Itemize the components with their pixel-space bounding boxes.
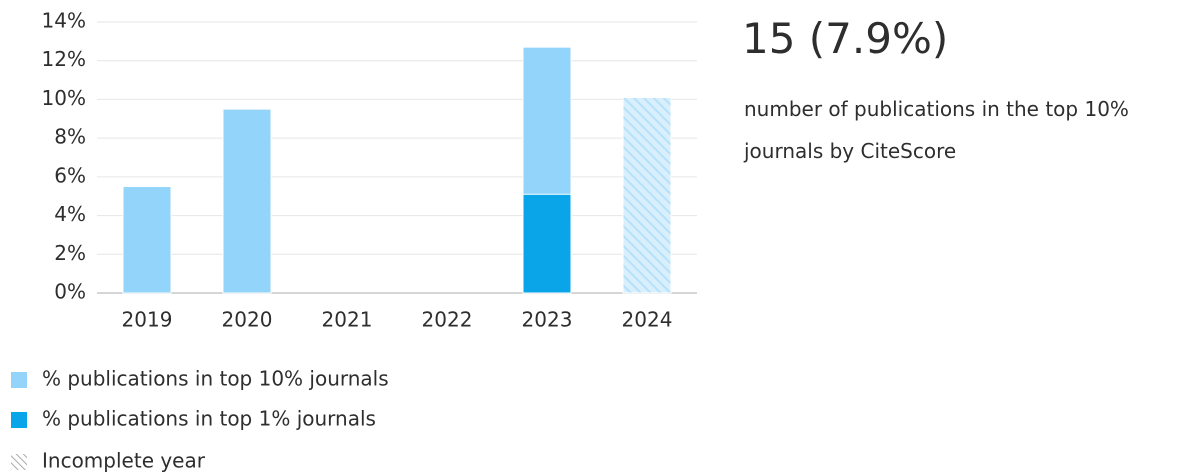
bar: [522, 193, 572, 294]
y-tick-label: 0%: [54, 280, 86, 304]
y-tick-label: 14%: [42, 9, 86, 33]
x-tick-label: 2023: [522, 308, 573, 332]
legend-swatch: [11, 412, 27, 428]
bar: [122, 186, 172, 294]
bar: [222, 108, 272, 294]
legend-label: % publications in top 10% journals: [42, 367, 389, 391]
legend-swatch: [11, 454, 27, 470]
bar: [622, 96, 672, 294]
legend-label: Incomplete year: [42, 449, 206, 473]
y-tick-label: 6%: [54, 163, 86, 187]
x-tick-label: 2019: [122, 308, 173, 332]
y-tick-label: 8%: [54, 125, 86, 149]
y-tick-label: 2%: [54, 241, 86, 265]
x-tick-label: 2020: [222, 308, 273, 332]
y-tick-label: 4%: [54, 202, 86, 226]
summary-value: 15 (7.9%): [742, 14, 949, 63]
y-tick-label: 12%: [42, 47, 86, 71]
x-tick-label: 2024: [622, 308, 673, 332]
x-tick-label: 2022: [422, 308, 473, 332]
summary-description: number of publications in the top 10% jo…: [744, 97, 1129, 163]
x-tick-label: 2021: [322, 308, 373, 332]
legend-swatch: [11, 372, 27, 388]
legend-label: % publications in top 1% journals: [42, 407, 376, 431]
y-tick-label: 10%: [42, 86, 86, 110]
